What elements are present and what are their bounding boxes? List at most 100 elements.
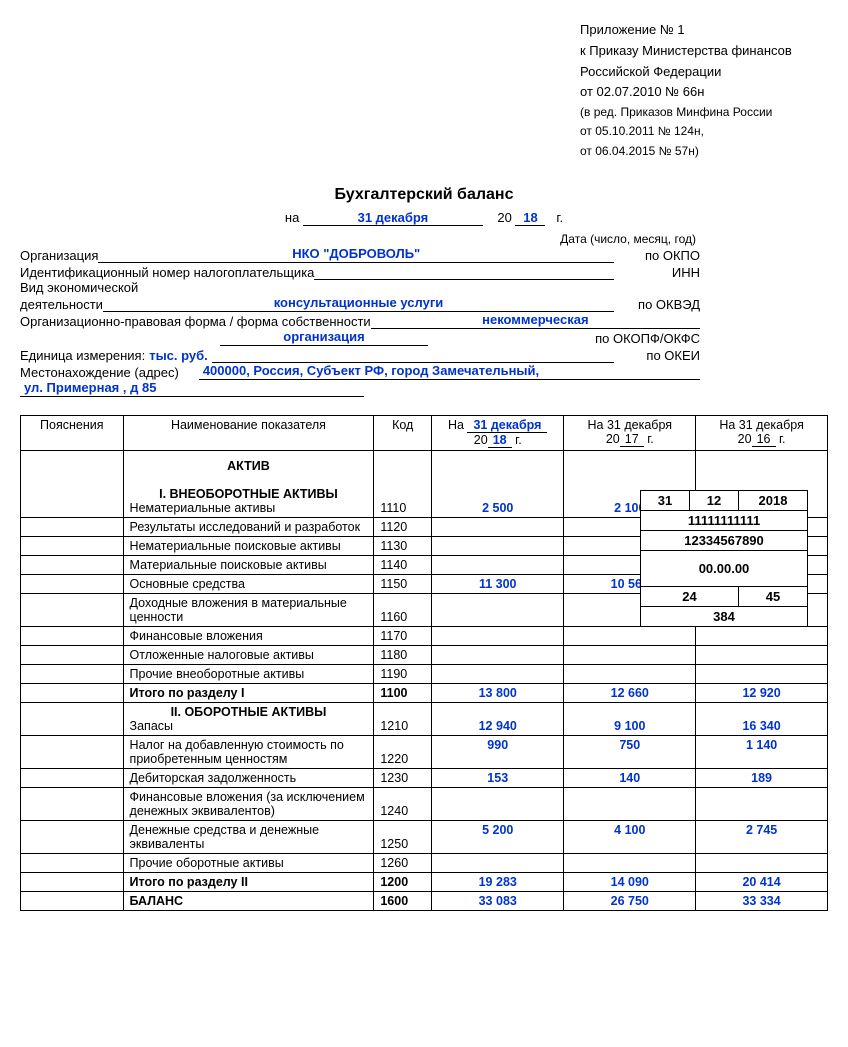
cell-code: 1150 [374, 574, 432, 593]
form-code-label: по ОКОПФ/ОКФС [574, 331, 700, 346]
cell-expl [21, 820, 124, 853]
cell-v3: 1 140 [696, 735, 828, 768]
cell-v1: 33 083 [432, 891, 564, 910]
appendix-block: Приложение № 1 к Приказу Министерства фи… [580, 20, 828, 161]
table-row: Итого по разделу II120019 28314 09020 41… [21, 872, 828, 891]
cell-expl [21, 735, 124, 768]
cell-name: Прочие оборотные активы [123, 853, 374, 872]
table-row: БАЛАНС160033 08326 75033 334 [21, 891, 828, 910]
cell-v1: 11 300 [432, 574, 564, 593]
appendix-line: Российской Федерации [580, 62, 828, 83]
cell-v1: 990 [432, 735, 564, 768]
unit-label: Единица измерения: [20, 348, 145, 363]
code-okopf: 24 [641, 586, 739, 606]
cell-code: 1140 [374, 555, 432, 574]
date-caption: Дата (число, месяц, год) [20, 232, 700, 246]
cell-expl [21, 787, 124, 820]
cell-v2: 750 [564, 735, 696, 768]
cell-v3: 189 [696, 768, 828, 787]
form-value1: некоммерческая [371, 312, 700, 329]
org-code-label: по ОКПО [614, 248, 700, 263]
code-day: 31 [641, 490, 690, 510]
cell-name: II. ОБОРОТНЫЕ АКТИВЫЗапасы [123, 702, 374, 735]
cell-expl [21, 664, 124, 683]
date-prefix: на [285, 210, 299, 225]
cell-code: 1100 [374, 683, 432, 702]
th-code: Код [374, 415, 432, 450]
code-year: 2018 [739, 490, 808, 510]
cell-v3: 20 414 [696, 872, 828, 891]
cell-v2: 4 100 [564, 820, 696, 853]
cell-name: БАЛАНС [123, 891, 374, 910]
cell-code: 1220 [374, 735, 432, 768]
code-okpo: 11111111111 [641, 510, 808, 530]
cell-v2 [564, 853, 696, 872]
cell-code: 1120 [374, 517, 432, 536]
cell-code: 1170 [374, 626, 432, 645]
form-label: Организационно-правовая форма / форма со… [20, 314, 371, 329]
cell-v3: 2 745 [696, 820, 828, 853]
cell-v3 [696, 645, 828, 664]
cell-name: Итого по разделу II [123, 872, 374, 891]
cell-code: 1230 [374, 768, 432, 787]
cell-name: Денежные средства и денежные эквиваленты [123, 820, 374, 853]
table-row: Дебиторская задолженность1230153140189 [21, 768, 828, 787]
cell-expl [21, 768, 124, 787]
addr-value1: 400000, Россия, Субъект РФ, город Замеча… [199, 363, 700, 380]
cell-v2 [564, 664, 696, 683]
cell-v1 [432, 626, 564, 645]
table-row: Финансовые вложения1170 [21, 626, 828, 645]
cell-name: Результаты исследований и разработок [123, 517, 374, 536]
date-value: 31 декабря [303, 210, 483, 226]
balance-date-line: на 31 декабря 20 18 г. [20, 210, 828, 226]
codes-box: 31 12 2018 11111111111 12334567890 00.00… [640, 490, 808, 627]
cell-expl [21, 872, 124, 891]
cell-name: Прочие внеоборотные активы [123, 664, 374, 683]
code-okei: 384 [641, 606, 808, 626]
code-month: 12 [690, 490, 739, 510]
th-name: Наименование показателя [123, 415, 374, 450]
cell-expl [21, 517, 124, 536]
cell-code: 1130 [374, 536, 432, 555]
cell-v1 [432, 536, 564, 555]
cell-v1: 19 283 [432, 872, 564, 891]
form-value2: организация [220, 329, 428, 346]
date-year-suffix: г. [556, 210, 563, 225]
cell-code: 1250 [374, 820, 432, 853]
cell-v3: 33 334 [696, 891, 828, 910]
addr-value2: ул. Примерная , д 85 [20, 380, 364, 397]
appendix-line: от 06.04.2015 № 57н) [580, 142, 828, 161]
code-okfs: 45 [739, 586, 808, 606]
cell-code: 1240 [374, 787, 432, 820]
cell-code: 1190 [374, 664, 432, 683]
cell-expl [21, 645, 124, 664]
appendix-line: к Приказу Министерства финансов [580, 41, 828, 62]
code-inn: 12334567890 [641, 530, 808, 550]
cell-expl [21, 593, 124, 626]
cell-code: 1200 [374, 872, 432, 891]
cell-name: Отложенные налоговые активы [123, 645, 374, 664]
cell-v2: 140 [564, 768, 696, 787]
cell-v1 [432, 555, 564, 574]
cell-v2 [564, 645, 696, 664]
cell-v1: 153 [432, 768, 564, 787]
date-year-prefix: 20 [497, 210, 511, 225]
table-row: Прочие внеоборотные активы1190 [21, 664, 828, 683]
activity-label1: Вид экономической [20, 280, 138, 295]
th-col2: На 31 декабря 2017 г. [564, 415, 696, 450]
inn-code-label: ИНН [614, 265, 700, 280]
cell-v1 [432, 853, 564, 872]
cell-v2: 26 750 [564, 891, 696, 910]
appendix-line: от 05.10.2011 № 124н, [580, 122, 828, 141]
cell-v1 [432, 517, 564, 536]
cell-name: АКТИВI. ВНЕОБОРОТНЫЕ АКТИВЫНематериальны… [123, 450, 374, 517]
cell-v2 [564, 787, 696, 820]
table-row: Итого по разделу I110013 80012 66012 920 [21, 683, 828, 702]
appendix-line: (в ред. Приказов Минфина России [580, 103, 828, 122]
date-year: 18 [515, 210, 545, 226]
org-label: Организация [20, 248, 98, 263]
cell-name: Финансовые вложения [123, 626, 374, 645]
cell-v2 [564, 626, 696, 645]
cell-v1: 5 200 [432, 820, 564, 853]
cell-v1 [432, 593, 564, 626]
